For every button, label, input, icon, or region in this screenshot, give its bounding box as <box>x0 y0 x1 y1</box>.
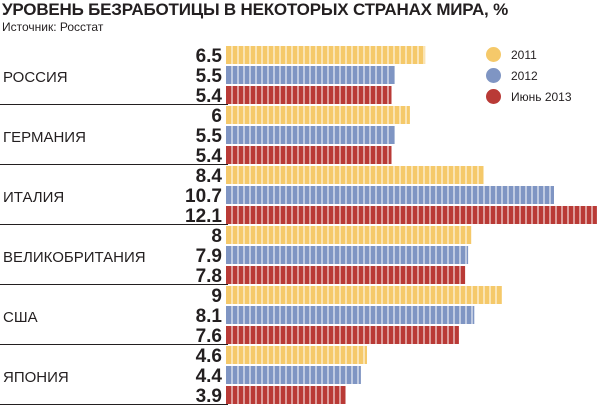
legend-swatch-2012 <box>486 68 501 83</box>
legend-item-2012: 2012 <box>486 65 572 86</box>
category-label-германия: ГЕРМАНИЯ <box>3 129 86 146</box>
legend-item-2011: 2011 <box>486 44 572 65</box>
legend-label-june-2013: Июнь 2013 <box>511 89 572 104</box>
value-label-2011-сша: 9 <box>211 286 222 307</box>
value-label-июнь-2013-германия: 5.4 <box>196 146 223 167</box>
value-label-2012-япония: 4.4 <box>196 366 223 387</box>
category-label-сша: США <box>3 309 38 326</box>
legend-swatch-june-2013 <box>486 89 501 104</box>
bar-июнь-2013-германия <box>226 146 392 164</box>
value-label-2012-германия: 5.5 <box>196 126 223 147</box>
legend-item-june-2013: Июнь 2013 <box>486 86 572 107</box>
value-label-2011-германия: 6 <box>211 106 222 127</box>
legend-label-2011: 2011 <box>511 47 537 62</box>
bar-июнь-2013-италия <box>226 206 597 224</box>
legend-swatch-2011 <box>486 47 501 62</box>
bar-июнь-2013-сша <box>226 326 459 344</box>
value-label-2011-италия: 8.4 <box>196 166 223 187</box>
bar-2012-сша <box>226 306 475 324</box>
value-label-июнь-2013-россия: 5.4 <box>196 86 223 107</box>
chart-title: УРОВЕНЬ БЕЗРАБОТИЦЫ В НЕКОТОРЫХ СТРАНАХ … <box>2 0 508 19</box>
chart-subtitle: Источник: Росстат <box>2 20 104 34</box>
value-label-июнь-2013-италия: 12.1 <box>185 206 222 227</box>
bar-2012-италия <box>226 186 554 204</box>
legend: 2011 2012 Июнь 2013 <box>486 44 572 107</box>
value-label-июнь-2013-сша: 7.6 <box>196 326 222 347</box>
category-label-великобритания: ВЕЛИКОБРИТАНИЯ <box>3 249 146 266</box>
value-label-2011-великобритания: 8 <box>211 226 222 247</box>
value-label-2012-италия: 10.7 <box>185 186 222 207</box>
value-label-2011-россия: 6.5 <box>196 46 223 67</box>
legend-label-2012: 2012 <box>511 68 538 83</box>
category-label-россия: РОССИЯ <box>3 69 68 86</box>
category-label-италия: ИТАЛИЯ <box>3 189 64 206</box>
value-label-июнь-2013-великобритания: 7.8 <box>196 266 222 287</box>
bar-2011-япония <box>226 346 367 364</box>
bar-2012-япония <box>226 366 361 384</box>
bar-2011-великобритания <box>226 226 472 244</box>
value-label-2012-россия: 5.5 <box>196 66 223 87</box>
value-label-2011-япония: 4.6 <box>196 346 222 367</box>
value-label-2012-сша: 8.1 <box>196 306 223 327</box>
value-label-июнь-2013-япония: 3.9 <box>196 386 222 407</box>
bar-2011-италия <box>226 166 484 184</box>
category-label-япония: ЯПОНИЯ <box>3 369 69 386</box>
bar-2011-россия <box>226 46 426 64</box>
value-label-2012-великобритания: 7.9 <box>196 246 222 267</box>
bar-2012-великобритания <box>226 246 469 264</box>
bar-июнь-2013-россия <box>226 86 392 104</box>
